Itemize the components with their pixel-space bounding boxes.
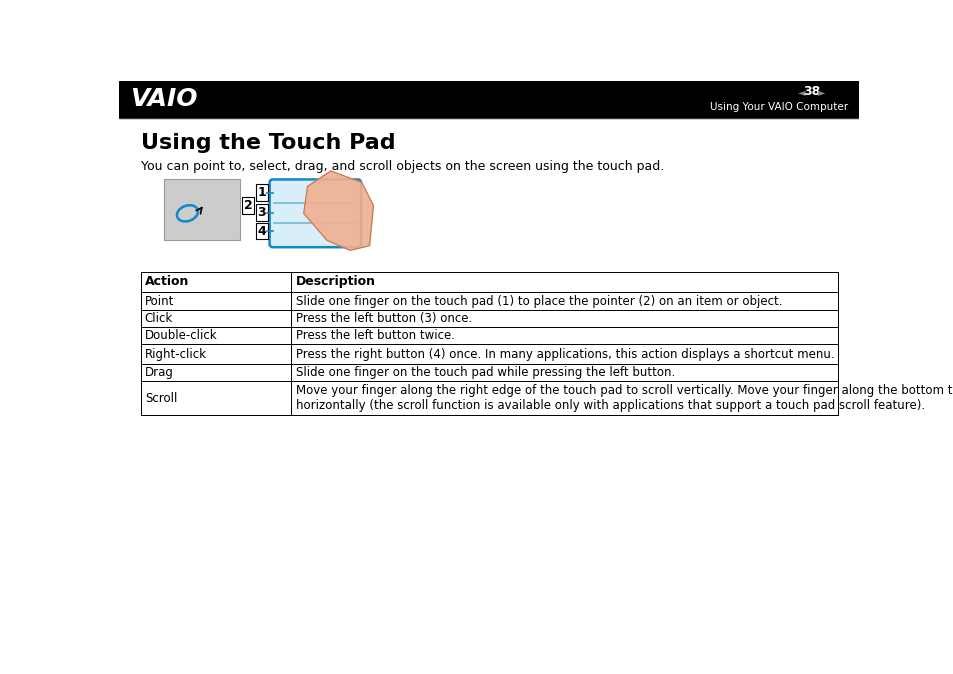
Text: VAIO: VAIO [130, 88, 197, 111]
Text: Press the left button twice.: Press the left button twice. [295, 330, 454, 342]
Text: ►: ► [817, 87, 824, 96]
Text: Right-click: Right-click [145, 348, 207, 361]
Text: Point: Point [145, 295, 174, 307]
Text: You can point to, select, drag, and scroll objects on the screen using the touch: You can point to, select, drag, and scro… [141, 160, 663, 173]
Bar [141, 328, 838, 344]
Bar [141, 310, 838, 328]
Text: Description: Description [295, 276, 375, 288]
Text: Slide one finger on the touch pad (1) to place the pointer (2) on an item or obj: Slide one finger on the touch pad (1) to… [295, 295, 781, 307]
Text: Press the left button (3) once.: Press the left button (3) once. [295, 312, 472, 326]
Text: Move your finger along the right edge of the touch pad to scroll vertically. Mov: Move your finger along the right edge of… [295, 384, 953, 412]
Bar [141, 272, 838, 292]
Text: Scroll: Scroll [145, 392, 177, 404]
Bar [164, 179, 240, 239]
Bar [141, 292, 838, 310]
Text: Double-click: Double-click [145, 330, 217, 342]
Text: Drag: Drag [145, 366, 173, 379]
Text: Click: Click [145, 312, 172, 326]
Text: 4: 4 [257, 224, 266, 237]
Text: Using Your VAIO Computer: Using Your VAIO Computer [709, 102, 847, 112]
Text: ◄: ◄ [797, 87, 804, 96]
Text: Using the Touch Pad: Using the Touch Pad [141, 133, 395, 153]
Bar [141, 344, 838, 364]
Text: Action: Action [145, 276, 189, 288]
Bar [119, 81, 858, 118]
Text: 1: 1 [257, 186, 266, 199]
Text: Slide one finger on the touch pad while pressing the left button.: Slide one finger on the touch pad while … [295, 366, 674, 379]
Text: 38: 38 [801, 85, 819, 98]
Bar [141, 364, 838, 381]
Bar [141, 381, 838, 415]
Text: Press the right button (4) once. In many applications, this action displays a sh: Press the right button (4) once. In many… [295, 348, 833, 361]
Polygon shape [303, 171, 373, 250]
Text: 2: 2 [243, 199, 252, 212]
Text: 3: 3 [257, 206, 266, 219]
FancyBboxPatch shape [270, 179, 360, 247]
